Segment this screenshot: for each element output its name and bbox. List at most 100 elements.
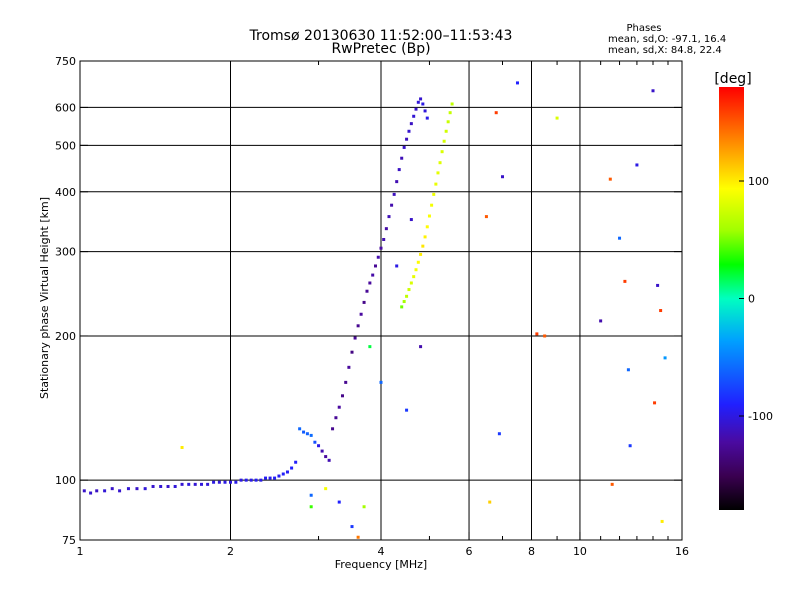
colorbar-tick-label: 0 (748, 293, 755, 306)
data-point (425, 116, 429, 120)
data-point (365, 289, 369, 293)
data-point (344, 380, 348, 384)
data-point (387, 215, 391, 219)
data-point (337, 500, 341, 504)
data-point (212, 480, 216, 484)
data-point (384, 227, 388, 231)
data-point (350, 350, 354, 354)
data-point (409, 281, 413, 285)
data-point (484, 215, 488, 219)
data-point (497, 432, 501, 436)
data-point (405, 408, 409, 412)
data-point (334, 416, 338, 420)
data-point (423, 109, 427, 113)
data-point (313, 440, 317, 444)
x-tick-label: 2 (227, 545, 234, 558)
data-point (356, 535, 360, 539)
data-point (353, 336, 357, 340)
data-point (324, 487, 328, 491)
data-point (273, 476, 277, 480)
data-point (324, 455, 328, 459)
data-point (501, 175, 505, 179)
data-point (407, 288, 411, 292)
data-point (337, 405, 341, 409)
data-point (450, 102, 454, 106)
data-point (244, 478, 248, 482)
data-point (379, 246, 383, 250)
phases-x-mode: mean, sd,X: 84.8, 22.4 (608, 45, 722, 56)
data-point (651, 89, 655, 93)
data-point (659, 309, 663, 313)
data-point (340, 394, 344, 398)
data-point (356, 324, 360, 328)
data-point (298, 427, 302, 431)
data-point (302, 430, 306, 434)
colorbar-tick-label: -100 (748, 410, 773, 423)
data-points (82, 81, 667, 539)
data-point (421, 244, 425, 248)
y-tick-label: 400 (55, 186, 76, 199)
data-point (268, 476, 272, 480)
data-point (374, 264, 378, 268)
data-point (515, 81, 519, 85)
data-point (416, 260, 420, 264)
colorbar-label: [deg] (714, 71, 751, 87)
data-point (395, 180, 399, 184)
data-point (359, 312, 363, 316)
data-point (281, 472, 285, 476)
data-point (427, 214, 431, 218)
data-point (166, 484, 170, 488)
data-point (448, 111, 452, 115)
data-point (362, 300, 366, 304)
data-point (608, 177, 612, 181)
data-point (159, 484, 163, 488)
data-point (362, 505, 366, 509)
data-point (277, 474, 281, 478)
data-point (423, 235, 427, 239)
data-point (180, 445, 184, 449)
data-point (143, 487, 147, 491)
x-axis-label: Frequency [MHz] (335, 558, 427, 571)
data-point (405, 294, 409, 298)
data-point (118, 489, 122, 493)
data-point (379, 380, 383, 384)
data-point (305, 432, 309, 436)
data-point (173, 484, 177, 488)
data-point (368, 345, 372, 349)
data-point (494, 111, 498, 115)
data-point (290, 466, 294, 470)
data-point (317, 444, 321, 448)
data-point (206, 482, 210, 486)
data-point (376, 255, 380, 259)
data-point (309, 433, 313, 437)
x-tick-label: 8 (528, 545, 535, 558)
data-point (412, 114, 416, 118)
data-point (656, 283, 660, 287)
y-tick-label: 600 (55, 101, 76, 114)
data-point (402, 300, 406, 304)
data-point (555, 116, 559, 120)
data-point (327, 458, 331, 462)
data-point (200, 482, 204, 486)
data-point (259, 478, 263, 482)
data-point (635, 163, 639, 167)
y-tick-label: 200 (55, 330, 76, 343)
data-point (294, 460, 298, 464)
data-point (350, 525, 354, 529)
data-point (425, 225, 429, 229)
data-point (309, 505, 313, 509)
data-point (193, 482, 197, 486)
colorbar-ticks: -100 0 100 (739, 175, 773, 423)
data-point (430, 203, 434, 207)
data-point (382, 237, 386, 241)
data-point (392, 192, 396, 196)
axis-ticks: 1 2 4 6 8 10 16 75 100 200 300 400 500 600 750 (55, 55, 689, 558)
chart-title: Tromsø 20130630 11:52:00–11:53:43 (249, 28, 513, 44)
colorbar-tick-label: 100 (748, 175, 769, 188)
data-point (618, 236, 622, 240)
y-tick-label: 100 (55, 474, 76, 487)
data-point (390, 203, 394, 207)
data-point (419, 252, 423, 256)
chart-subtitle: RwPretec (Bp) (331, 41, 430, 57)
y-tick-label: 300 (55, 246, 76, 259)
